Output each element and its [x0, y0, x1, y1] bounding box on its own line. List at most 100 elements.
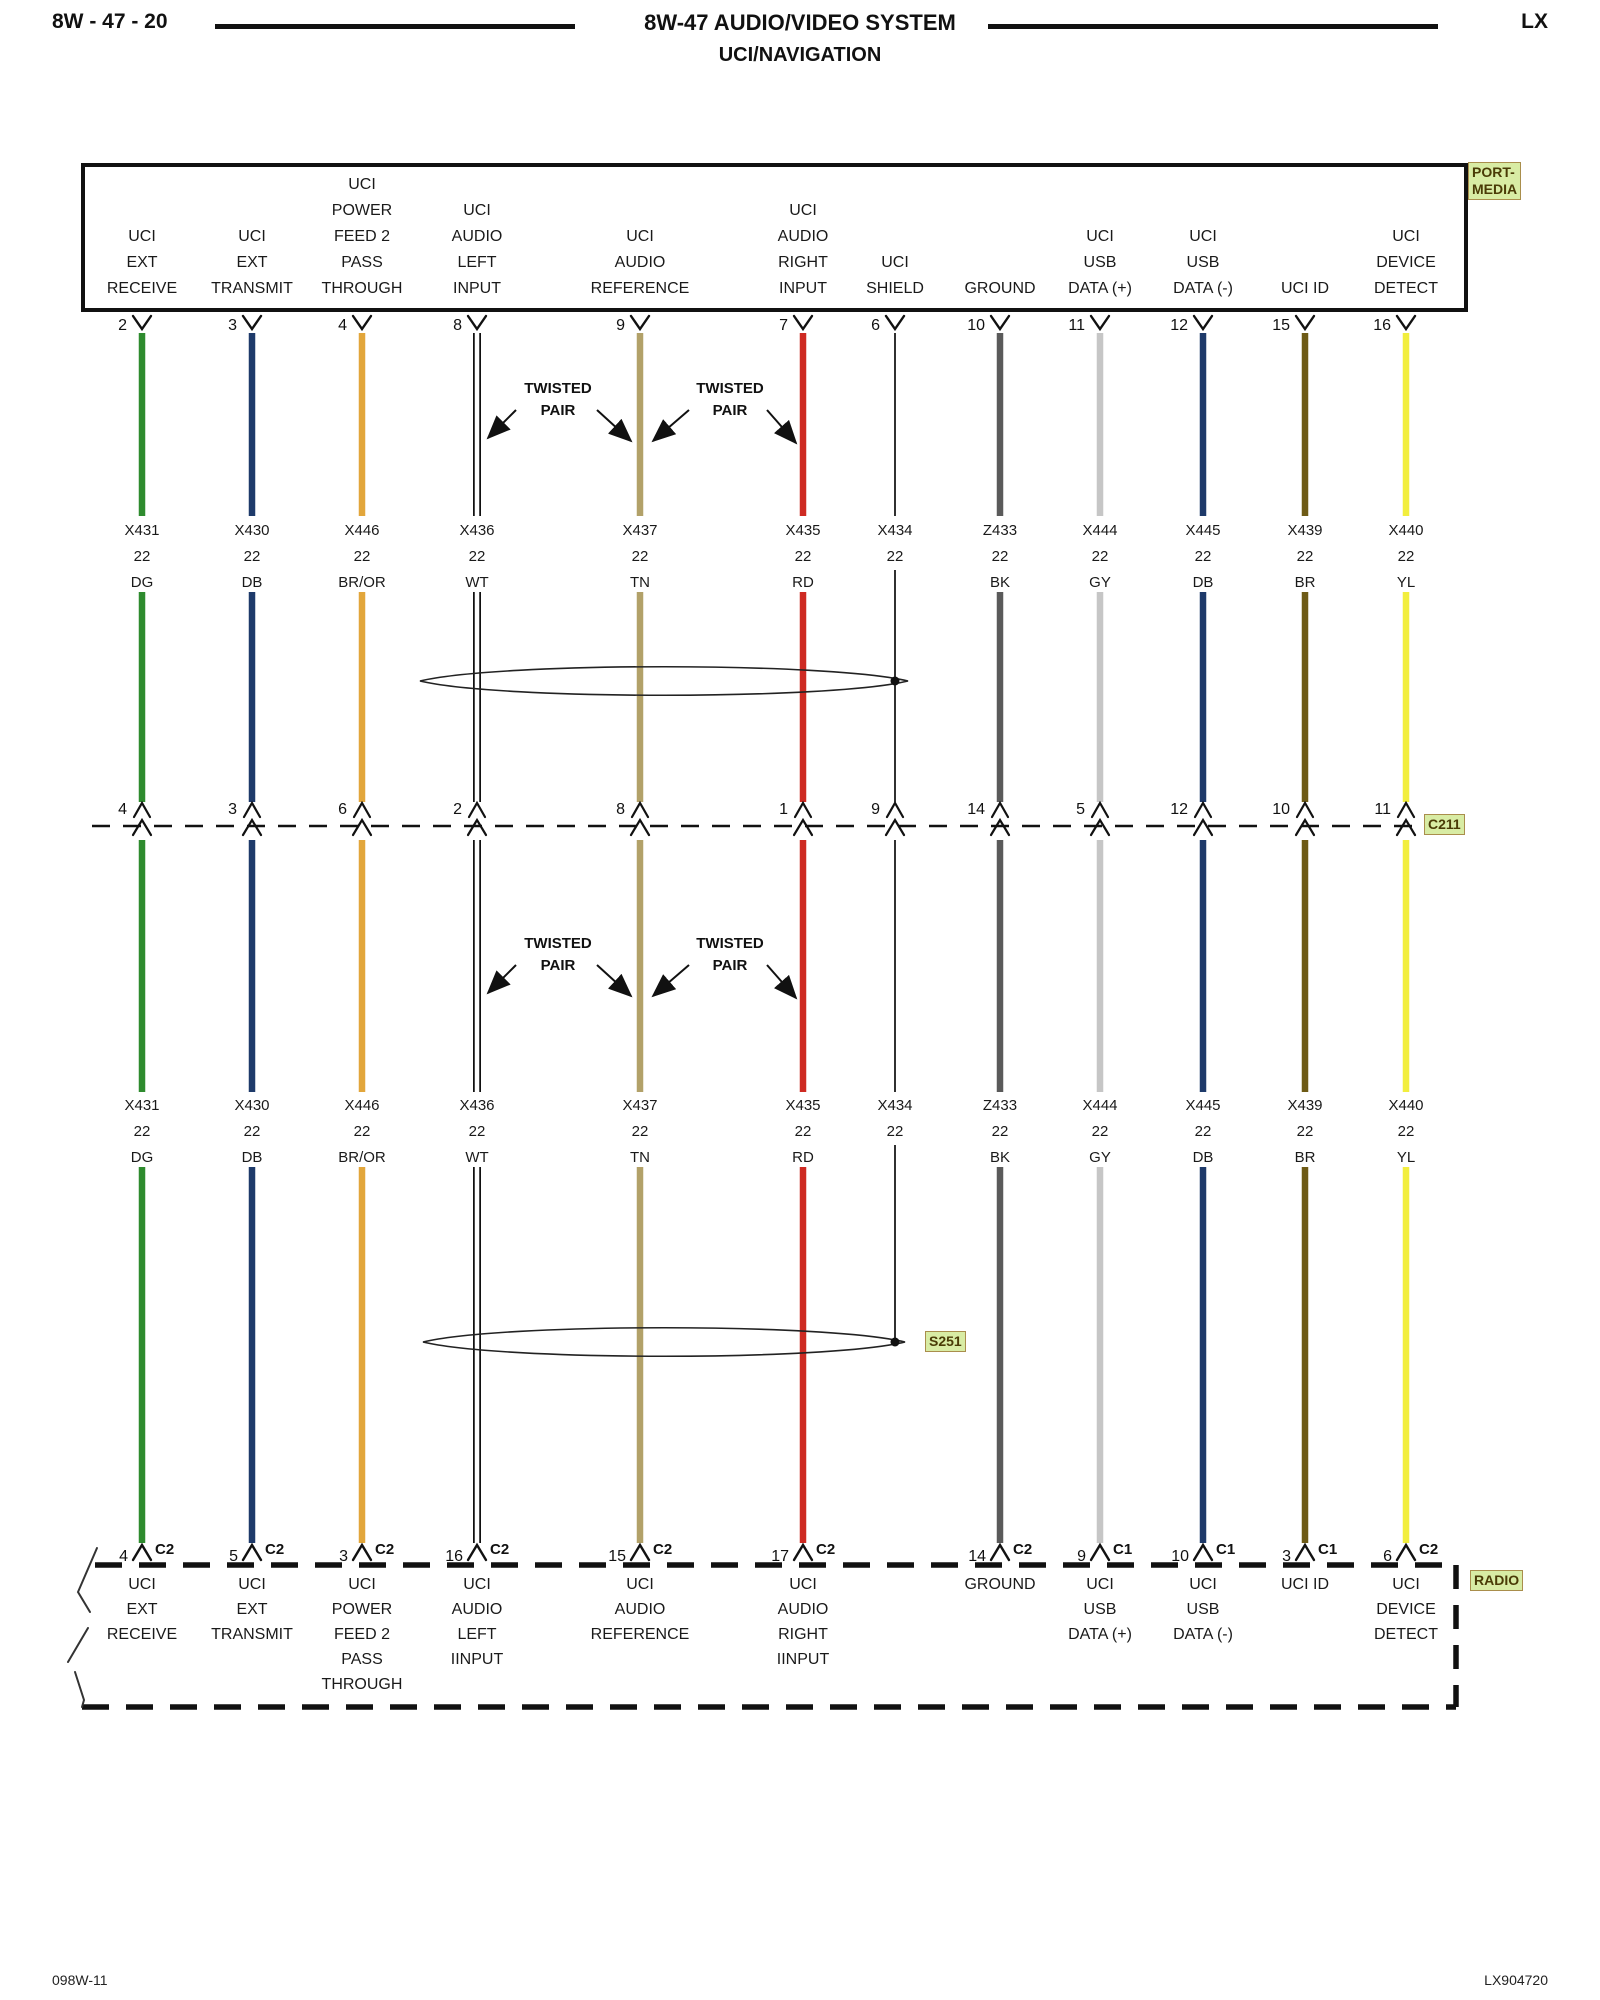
radio-pin-label: UCI ID — [1215, 1572, 1395, 1597]
circuit-label-line: X434 — [877, 1097, 913, 1114]
component-pin-label-line: UCI — [1392, 228, 1420, 245]
c211-chevron-icon — [1090, 800, 1110, 819]
circuit-label-line: X430 — [234, 1097, 270, 1114]
component-pin-label-line: GROUND — [964, 280, 1036, 297]
component-pin-label-line: INPUT — [779, 280, 827, 297]
radio-pin-label-line: UCI — [463, 1576, 491, 1593]
c211-chevron-icon — [629, 817, 651, 837]
component-pin-label-line: AUDIO — [451, 228, 503, 245]
radio-pin-label-line: LEFT — [457, 1626, 497, 1643]
component-pin-label-line: DETECT — [1374, 280, 1438, 297]
circuit-label: X431 22 DG — [82, 1093, 202, 1171]
bottom-connector-ref: C2 — [653, 1541, 672, 1558]
circuit-label: X440 22 YL — [1346, 518, 1466, 596]
pin-y-connector-icon — [989, 314, 1011, 332]
pin-y-connector-icon — [131, 314, 153, 332]
circuit-label-line: YL — [1396, 574, 1416, 591]
bottom-chevron-icon — [241, 1542, 263, 1562]
bottom-chevron-icon — [989, 1542, 1011, 1562]
bottom-pin-number: 4 — [119, 1548, 128, 1565]
component-pin-label-line: USB — [1083, 254, 1117, 271]
top-pin-number: 16 — [1373, 317, 1391, 334]
c211-chevron-icon — [884, 817, 906, 837]
component-pin-label-line: AUDIO — [614, 254, 666, 271]
c211-chevron-icon — [1295, 800, 1315, 819]
top-pin-number: 8 — [453, 317, 462, 334]
twisted-pair-arrow-icon — [766, 409, 798, 445]
circuit-label-line: X446 — [344, 1097, 380, 1114]
circuit-label-line: 22 — [1296, 548, 1314, 565]
top-pin-number: 3 — [228, 317, 237, 334]
circuit-label-line: GY — [1089, 1149, 1111, 1166]
circuit-label-line: X440 — [1388, 522, 1424, 539]
radio-pin-label-line: TRANSMIT — [211, 1626, 293, 1643]
bottom-chevron-icon — [629, 1542, 651, 1562]
radio-pin-label-line: DEVICE — [1376, 1601, 1436, 1618]
circuit-label-line: BR/OR — [338, 1149, 386, 1166]
pin-y-connector-icon — [241, 314, 263, 332]
component-pin-label-line: RIGHT — [778, 254, 828, 271]
twisted-pair-arrow-icon — [766, 964, 798, 1000]
component-pin-label-line: UCI — [348, 176, 376, 193]
component-pin-label: UCI SHIELD — [805, 250, 985, 302]
circuit-label-line: DG — [130, 574, 154, 591]
bottom-connector-ref: C2 — [816, 1541, 835, 1558]
bottom-pin-number: 17 — [771, 1548, 789, 1565]
component-pin-label-line: UCI — [238, 228, 266, 245]
radio-pin-label: UCI EXT RECEIVE — [52, 1572, 232, 1647]
page-reference: 8W - 47 - 20 — [52, 10, 168, 33]
radio-pin-label-line: UCI — [1086, 1576, 1114, 1593]
circuit-label-line: 22 — [468, 548, 486, 565]
c211-chevron-icon — [466, 817, 488, 837]
circuit-label-line: BK — [989, 574, 1010, 591]
circuit-label-line: 22 — [991, 548, 1009, 565]
circuit-label: X430 22 DB — [192, 1093, 312, 1171]
circuit-label-line: BR — [1294, 574, 1316, 591]
c211-pin-number: 9 — [871, 801, 880, 818]
radio-box-torn-edge — [76, 1547, 98, 1613]
c211-chevron-icon — [990, 800, 1010, 819]
circuit-label-line: DB — [241, 1149, 263, 1166]
c211-chevron-icon — [1193, 800, 1213, 819]
c211-chevron-icon — [630, 800, 650, 819]
pin-y-connector-icon — [1089, 314, 1111, 332]
circuit-label: X444 22 GY — [1040, 1093, 1160, 1171]
circuit-label-line: RD — [792, 1149, 814, 1166]
component-pin-label: UCI AUDIO LEFT INPUT — [387, 198, 567, 302]
c211-chevron-icon — [132, 800, 152, 819]
shield-ellipse-icon — [419, 665, 909, 697]
radio-pin-label-line: UCI — [1392, 1576, 1420, 1593]
top-pin-number: 11 — [1068, 317, 1085, 334]
component-pin-label-line: UCI — [881, 254, 909, 271]
circuit-label-line: 22 — [1296, 1123, 1314, 1140]
component-pin-label-line: UCI — [128, 228, 156, 245]
circuit-label: X435 22 RD — [743, 518, 863, 596]
circuit-label-line: X439 — [1287, 1097, 1323, 1114]
circuit-label-line: DG — [130, 1149, 154, 1166]
circuit-label-line: 22 — [1091, 1123, 1109, 1140]
twisted-pair-note: TWISTED PAIR — [493, 378, 623, 422]
component-pin-label-line: UCI — [1086, 228, 1114, 245]
radio-pin-label-line: DATA (-) — [1173, 1626, 1233, 1643]
port-media-label-line2: MEDIA — [1472, 181, 1518, 197]
component-pin-label-line: UCI — [626, 228, 654, 245]
c211-chevron-icon — [352, 800, 372, 819]
circuit-label-line: 22 — [1194, 1123, 1212, 1140]
component-pin-label-line: TRANSMIT — [211, 280, 293, 297]
circuit-label-line: 22 — [886, 548, 904, 565]
c211-chevron-icon — [1396, 800, 1416, 819]
top-pin-number: 15 — [1272, 317, 1290, 334]
radio-pin-label-line: GROUND — [964, 1576, 1036, 1593]
splice-dot-icon — [890, 1337, 900, 1347]
twisted-pair-note-line: PAIR — [540, 402, 576, 419]
top-pin-number: 6 — [871, 317, 880, 334]
radio-pin-label-line: UCI — [789, 1576, 817, 1593]
circuit-label-line: DB — [1192, 574, 1214, 591]
twisted-pair-note: TWISTED PAIR — [665, 378, 795, 422]
component-pin-label: UCI DEVICE DETECT — [1316, 224, 1496, 302]
radio-pin-label-line: EXT — [126, 1601, 158, 1618]
bottom-chevron-icon — [1395, 1542, 1417, 1562]
header-rule-left — [215, 24, 575, 29]
circuit-label-line: 22 — [353, 1123, 371, 1140]
radio-pin-label-line: USB — [1186, 1601, 1220, 1618]
